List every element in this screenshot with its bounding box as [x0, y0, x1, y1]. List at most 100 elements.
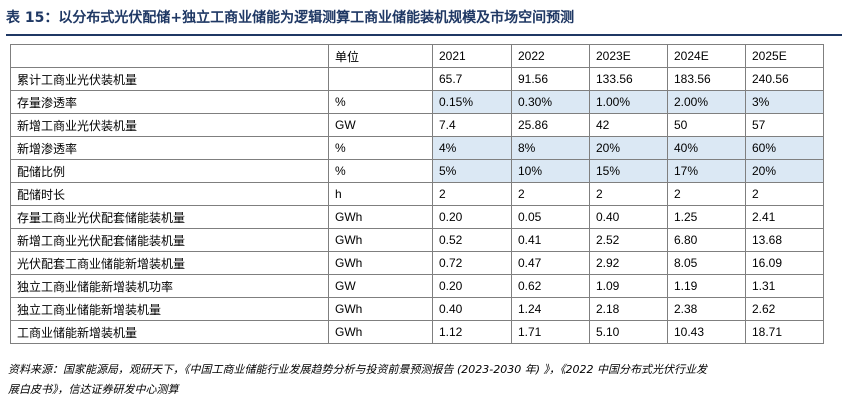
value-cell: 0.40 — [589, 205, 668, 229]
source-note-line: 资料来源：国家能源局，观研天下，《中国工商业储能行业发展趋势分析与投资前景预测报… — [8, 363, 708, 376]
row-unit — [328, 67, 433, 91]
title-divider — [6, 34, 842, 36]
row-label: 工商业储能新增装机量 — [10, 320, 329, 344]
value-cell: 2.62 — [745, 297, 824, 321]
row-label: 存量渗透率 — [10, 90, 329, 114]
value-cell: 2.52 — [589, 228, 668, 252]
row-unit: GW — [328, 274, 433, 298]
row-unit: GW — [328, 113, 433, 137]
header-year-cell: 2021 — [432, 44, 512, 68]
value-cell: 2.92 — [589, 251, 668, 275]
table-title: 表 15：以分布式光伏配储+独立工商业储能为逻辑测算工商业储能装机规模及市场空间… — [6, 10, 575, 26]
value-cell: 2.18 — [589, 297, 668, 321]
row-unit: GWh — [328, 251, 433, 275]
value-cell: 2 — [667, 182, 746, 206]
table-row: 配储时长 h 2 2 2 2 2 — [10, 182, 824, 206]
value-cell: 50 — [667, 113, 746, 137]
value-cell: 1.71 — [511, 320, 590, 344]
row-label: 光伏配套工商业储能新增装机量 — [10, 251, 329, 275]
header-year-cell: 2025E — [745, 44, 824, 68]
value-cell: 5% — [432, 159, 512, 183]
value-cell: 0.05 — [511, 205, 590, 229]
value-cell: 0.47 — [511, 251, 590, 275]
source-note-line: 展白皮书》，信达证券研发中心测算 — [8, 383, 179, 396]
value-cell: 183.56 — [667, 67, 746, 91]
value-cell: 0.62 — [511, 274, 590, 298]
header-year-cell: 2022 — [511, 44, 590, 68]
value-cell: 10.43 — [667, 320, 746, 344]
value-cell: 65.7 — [432, 67, 512, 91]
table-row: 工商业储能新增装机量 GWh 1.12 1.71 5.10 10.43 18.71 — [10, 320, 824, 344]
value-cell: 0.41 — [511, 228, 590, 252]
row-unit: % — [328, 90, 433, 114]
value-cell: 1.25 — [667, 205, 746, 229]
value-cell: 0.30% — [511, 90, 590, 114]
row-unit: GWh — [328, 320, 433, 344]
row-label: 独立工商业储能新增装机功率 — [10, 274, 329, 298]
value-cell: 15% — [589, 159, 668, 183]
value-cell: 0.52 — [432, 228, 512, 252]
value-cell: 2 — [745, 182, 824, 206]
row-label: 配储比例 — [10, 159, 329, 183]
row-label: 配储时长 — [10, 182, 329, 206]
row-label: 存量工商业光伏配套储能装机量 — [10, 205, 329, 229]
table-row: 配储比例% 5% 10% 15% 17% 20% — [10, 159, 824, 183]
table-row: 光伏配套工商业储能新增装机量 GWh 0.72 0.47 2.92 8.05 16.09 — [10, 251, 824, 275]
value-cell: 240.56 — [745, 67, 824, 91]
row-unit: GWh — [328, 297, 433, 321]
value-cell: 20% — [589, 136, 668, 160]
value-cell: 40% — [667, 136, 746, 160]
value-cell: 57 — [745, 113, 824, 137]
value-cell: 2.00% — [667, 90, 746, 114]
row-label: 新增工商业光伏配套储能装机量 — [10, 228, 329, 252]
value-cell: 2 — [432, 182, 512, 206]
value-cell: 6.80 — [667, 228, 746, 252]
source-note: 资料来源：国家能源局，观研天下，《中国工商业储能行业发展趋势分析与投资前景预测报… — [8, 360, 842, 400]
row-unit: % — [328, 136, 433, 160]
header-year-cell: 2024E — [667, 44, 746, 68]
value-cell: 42 — [589, 113, 668, 137]
value-cell: 2.38 — [667, 297, 746, 321]
row-unit: GWh — [328, 228, 433, 252]
value-cell: 4% — [432, 136, 512, 160]
table-row: 存量渗透率% 0.15% 0.30% 1.00% 2.00% 3% — [10, 90, 824, 114]
value-cell: 91.56 — [511, 67, 590, 91]
value-cell: 0.20 — [432, 205, 512, 229]
value-cell: 2.41 — [745, 205, 824, 229]
value-cell: 0.20 — [432, 274, 512, 298]
value-cell: 20% — [745, 159, 824, 183]
row-unit: % — [328, 159, 433, 183]
value-cell: 8% — [511, 136, 590, 160]
value-cell: 133.56 — [589, 67, 668, 91]
value-cell: 13.68 — [745, 228, 824, 252]
value-cell: 1.00% — [589, 90, 668, 114]
value-cell: 2 — [589, 182, 668, 206]
table-row: 新增工商业光伏装机量 GW 7.4 25.86 42 50 57 — [10, 113, 824, 137]
value-cell: 1.12 — [432, 320, 512, 344]
table-row: 累计工商业光伏装机量 65.7 91.56 133.56 183.56 240.56 — [10, 67, 824, 91]
header-unit-cell: 单位 — [328, 44, 433, 68]
value-cell: 60% — [745, 136, 824, 160]
table-row: 独立工商业储能新增装机量 GWh 0.40 1.24 2.18 2.38 2.62 — [10, 297, 824, 321]
value-cell: 1.31 — [745, 274, 824, 298]
value-cell: 1.24 — [511, 297, 590, 321]
row-label: 独立工商业储能新增装机量 — [10, 297, 329, 321]
header-year-cell: 2023E — [589, 44, 668, 68]
value-cell: 5.10 — [589, 320, 668, 344]
value-cell: 25.86 — [511, 113, 590, 137]
value-cell: 0.15% — [432, 90, 512, 114]
value-cell: 16.09 — [745, 251, 824, 275]
value-cell: 0.72 — [432, 251, 512, 275]
header-label-cell — [10, 44, 329, 68]
value-cell: 17% — [667, 159, 746, 183]
row-label: 累计工商业光伏装机量 — [10, 67, 329, 91]
row-unit: GWh — [328, 205, 433, 229]
data-table: 单位 2021 2022 2023E 2024E 2025E 累计工商业光伏装机… — [10, 44, 824, 344]
table-row: 独立工商业储能新增装机功率 GW 0.20 0.62 1.09 1.19 1.31 — [10, 274, 824, 298]
value-cell: 7.4 — [432, 113, 512, 137]
value-cell: 3% — [745, 90, 824, 114]
row-label: 新增工商业光伏装机量 — [10, 113, 329, 137]
row-label: 新增渗透率 — [10, 136, 329, 160]
value-cell: 8.05 — [667, 251, 746, 275]
row-unit: h — [328, 182, 433, 206]
